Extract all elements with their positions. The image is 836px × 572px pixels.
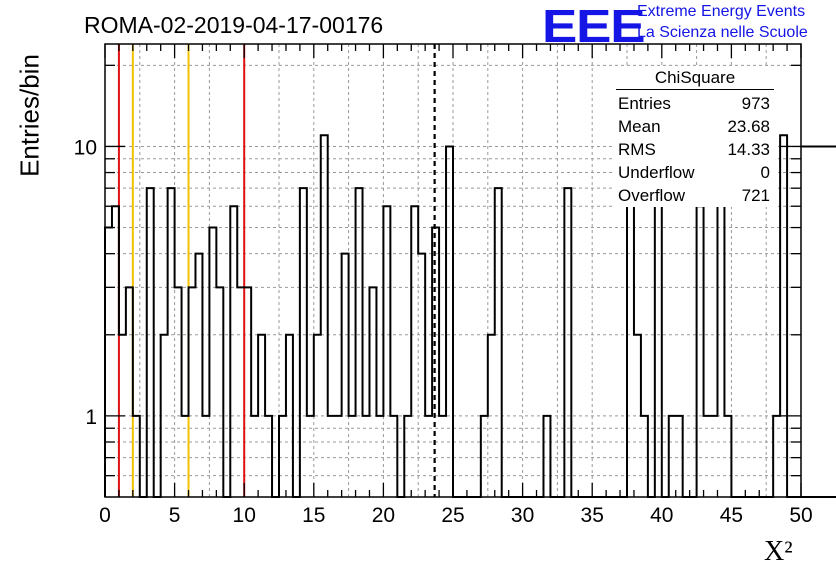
tick-labels: 0 5 10 15 20 25 30 35 40 45 50 1 10	[74, 136, 813, 527]
logo-text-line2: La Scienza nelle Scuole	[637, 24, 808, 41]
y-tick-label: 10	[74, 136, 97, 159]
y-axis-label: Entries/bin	[14, 54, 45, 177]
x-tick-label: 0	[99, 504, 111, 527]
stats-value: 973	[741, 94, 770, 113]
stats-label: Overflow	[618, 186, 686, 205]
stats-value: 14.33	[727, 140, 770, 159]
eee-logo: EEE	[542, 0, 646, 52]
stats-row-mean: Mean 23.68	[612, 115, 778, 138]
stats-box: ChiSquare Entries 973 Mean 23.68 RMS 14.…	[612, 68, 778, 207]
x-tick-label: 5	[169, 504, 181, 527]
x-tick-label: 45	[720, 504, 743, 527]
x-tick-label: 10	[233, 504, 256, 527]
stats-row-rms: RMS 14.33	[612, 138, 778, 161]
stats-row-entries: Entries 973	[612, 92, 778, 115]
x-tick-label: 20	[372, 504, 395, 527]
stats-label: Mean	[618, 117, 661, 136]
stats-value: 0	[760, 163, 770, 182]
stats-title: ChiSquare	[616, 68, 774, 90]
x-tick-label: 50	[789, 504, 812, 527]
stats-value: 721	[741, 186, 770, 205]
reference-lines	[117, 44, 436, 497]
stats-label: RMS	[618, 140, 656, 159]
stats-value: 23.68	[727, 117, 770, 136]
y-tick-label: 1	[85, 406, 97, 429]
x-axis-label: X²	[764, 536, 793, 567]
x-tick-label: 35	[581, 504, 604, 527]
axis-ticks	[104, 44, 802, 497]
logo-text-line1: Extreme Energy Events	[637, 3, 806, 20]
x-tick-label: 25	[441, 504, 464, 527]
stats-row-underflow: Underflow 0	[612, 161, 778, 184]
x-tick-label: 40	[650, 504, 673, 527]
stats-label: Underflow	[618, 163, 695, 182]
x-tick-label: 15	[302, 504, 325, 527]
chart-title: ROMA-02-2019-04-17-00176	[84, 12, 384, 38]
stats-label: Entries	[618, 94, 671, 113]
stats-row-overflow: Overflow 721	[612, 184, 778, 207]
x-tick-label: 30	[511, 504, 534, 527]
